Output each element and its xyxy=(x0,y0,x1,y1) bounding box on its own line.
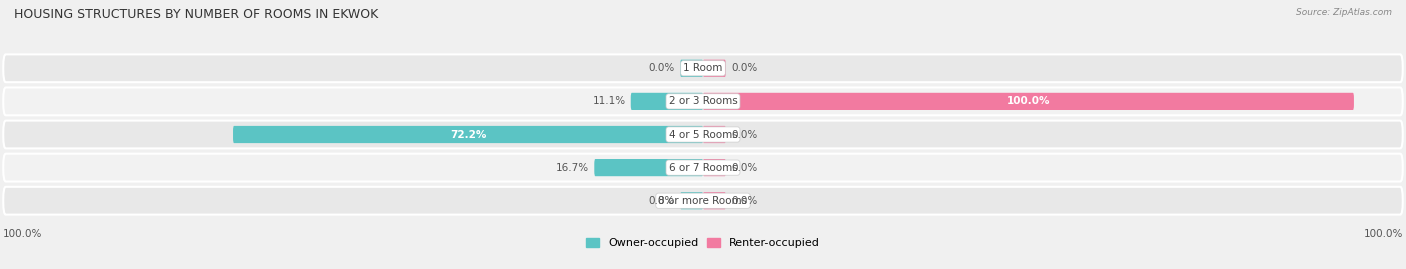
FancyBboxPatch shape xyxy=(595,159,703,176)
FancyBboxPatch shape xyxy=(703,159,725,176)
Text: 0.0%: 0.0% xyxy=(731,162,758,173)
FancyBboxPatch shape xyxy=(703,126,725,143)
Legend: Owner-occupied, Renter-occupied: Owner-occupied, Renter-occupied xyxy=(581,233,825,253)
FancyBboxPatch shape xyxy=(681,192,703,209)
FancyBboxPatch shape xyxy=(3,154,1403,182)
Text: 0.0%: 0.0% xyxy=(648,63,675,73)
Text: 72.2%: 72.2% xyxy=(450,129,486,140)
Text: 16.7%: 16.7% xyxy=(555,162,589,173)
Text: 6 or 7 Rooms: 6 or 7 Rooms xyxy=(669,162,737,173)
FancyBboxPatch shape xyxy=(703,60,725,77)
Text: 0.0%: 0.0% xyxy=(731,63,758,73)
FancyBboxPatch shape xyxy=(703,93,1354,110)
FancyBboxPatch shape xyxy=(631,93,703,110)
FancyBboxPatch shape xyxy=(3,87,1403,115)
FancyBboxPatch shape xyxy=(233,126,703,143)
Text: 100.0%: 100.0% xyxy=(1007,96,1050,107)
FancyBboxPatch shape xyxy=(703,192,725,209)
Text: 100.0%: 100.0% xyxy=(3,229,42,239)
Text: 0.0%: 0.0% xyxy=(731,129,758,140)
Text: 4 or 5 Rooms: 4 or 5 Rooms xyxy=(669,129,737,140)
Text: 2 or 3 Rooms: 2 or 3 Rooms xyxy=(669,96,737,107)
FancyBboxPatch shape xyxy=(3,54,1403,82)
Text: 8 or more Rooms: 8 or more Rooms xyxy=(658,196,748,206)
Text: 1 Room: 1 Room xyxy=(683,63,723,73)
Text: 0.0%: 0.0% xyxy=(731,196,758,206)
Text: HOUSING STRUCTURES BY NUMBER OF ROOMS IN EKWOK: HOUSING STRUCTURES BY NUMBER OF ROOMS IN… xyxy=(14,8,378,21)
FancyBboxPatch shape xyxy=(3,187,1403,215)
Text: 100.0%: 100.0% xyxy=(1364,229,1403,239)
Text: 11.1%: 11.1% xyxy=(592,96,626,107)
FancyBboxPatch shape xyxy=(3,121,1403,148)
Text: Source: ZipAtlas.com: Source: ZipAtlas.com xyxy=(1296,8,1392,17)
Text: 0.0%: 0.0% xyxy=(648,196,675,206)
FancyBboxPatch shape xyxy=(681,60,703,77)
